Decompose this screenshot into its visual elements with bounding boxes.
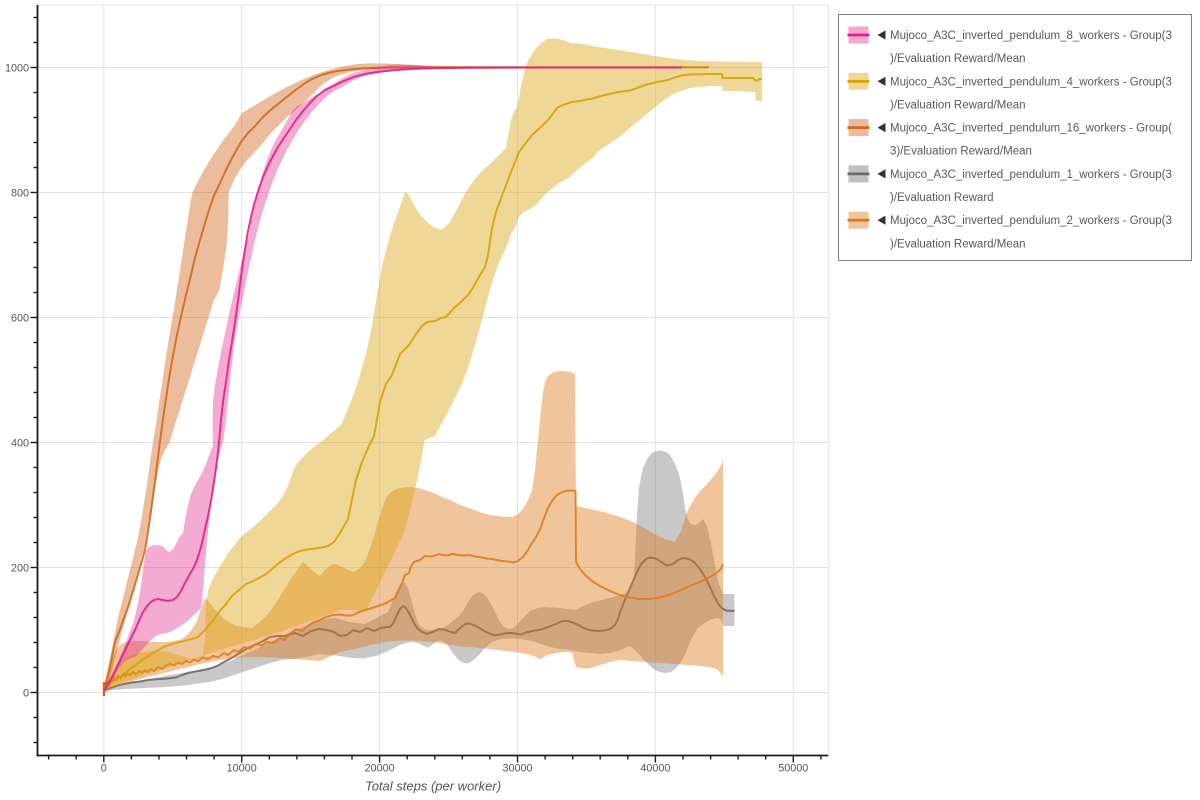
svg-text:1000: 1000 xyxy=(5,62,29,74)
svg-text:0: 0 xyxy=(101,763,107,775)
svg-text:)/Evaluation Reward/Mean: )/Evaluation Reward/Mean xyxy=(890,99,1026,111)
svg-text:)/Evaluation Reward/Mean: )/Evaluation Reward/Mean xyxy=(890,53,1026,65)
svg-text:)/Evaluation Reward: )/Evaluation Reward xyxy=(890,192,994,204)
svg-text:600: 600 xyxy=(11,312,29,324)
svg-text:50000: 50000 xyxy=(778,763,808,775)
svg-text:0: 0 xyxy=(23,687,29,699)
svg-text:Mujoco_A3C_inverted_pendulum_8: Mujoco_A3C_inverted_pendulum_8_workers -… xyxy=(890,30,1172,42)
svg-text:Mujoco_A3C_inverted_pendulum_1: Mujoco_A3C_inverted_pendulum_1_workers -… xyxy=(890,169,1172,181)
svg-text:Total steps (per worker): Total steps (per worker) xyxy=(365,779,501,794)
svg-text:30000: 30000 xyxy=(502,763,532,775)
svg-text:800: 800 xyxy=(11,187,29,199)
svg-text:Mujoco_A3C_inverted_pendulum_1: Mujoco_A3C_inverted_pendulum_16_workers … xyxy=(890,123,1172,135)
svg-text:)/Evaluation Reward/Mean: )/Evaluation Reward/Mean xyxy=(890,238,1026,250)
svg-text:3)/Evaluation Reward/Mean: 3)/Evaluation Reward/Mean xyxy=(890,146,1032,158)
svg-text:200: 200 xyxy=(11,562,29,574)
svg-text:20000: 20000 xyxy=(365,763,395,775)
svg-text:40000: 40000 xyxy=(640,763,670,775)
svg-text:10000: 10000 xyxy=(227,763,257,775)
svg-text:400: 400 xyxy=(11,437,29,449)
svg-text:Mujoco_A3C_inverted_pendulum_2: Mujoco_A3C_inverted_pendulum_2_workers -… xyxy=(890,215,1172,227)
svg-text:Mujoco_A3C_inverted_pendulum_4: Mujoco_A3C_inverted_pendulum_4_workers -… xyxy=(890,76,1172,88)
